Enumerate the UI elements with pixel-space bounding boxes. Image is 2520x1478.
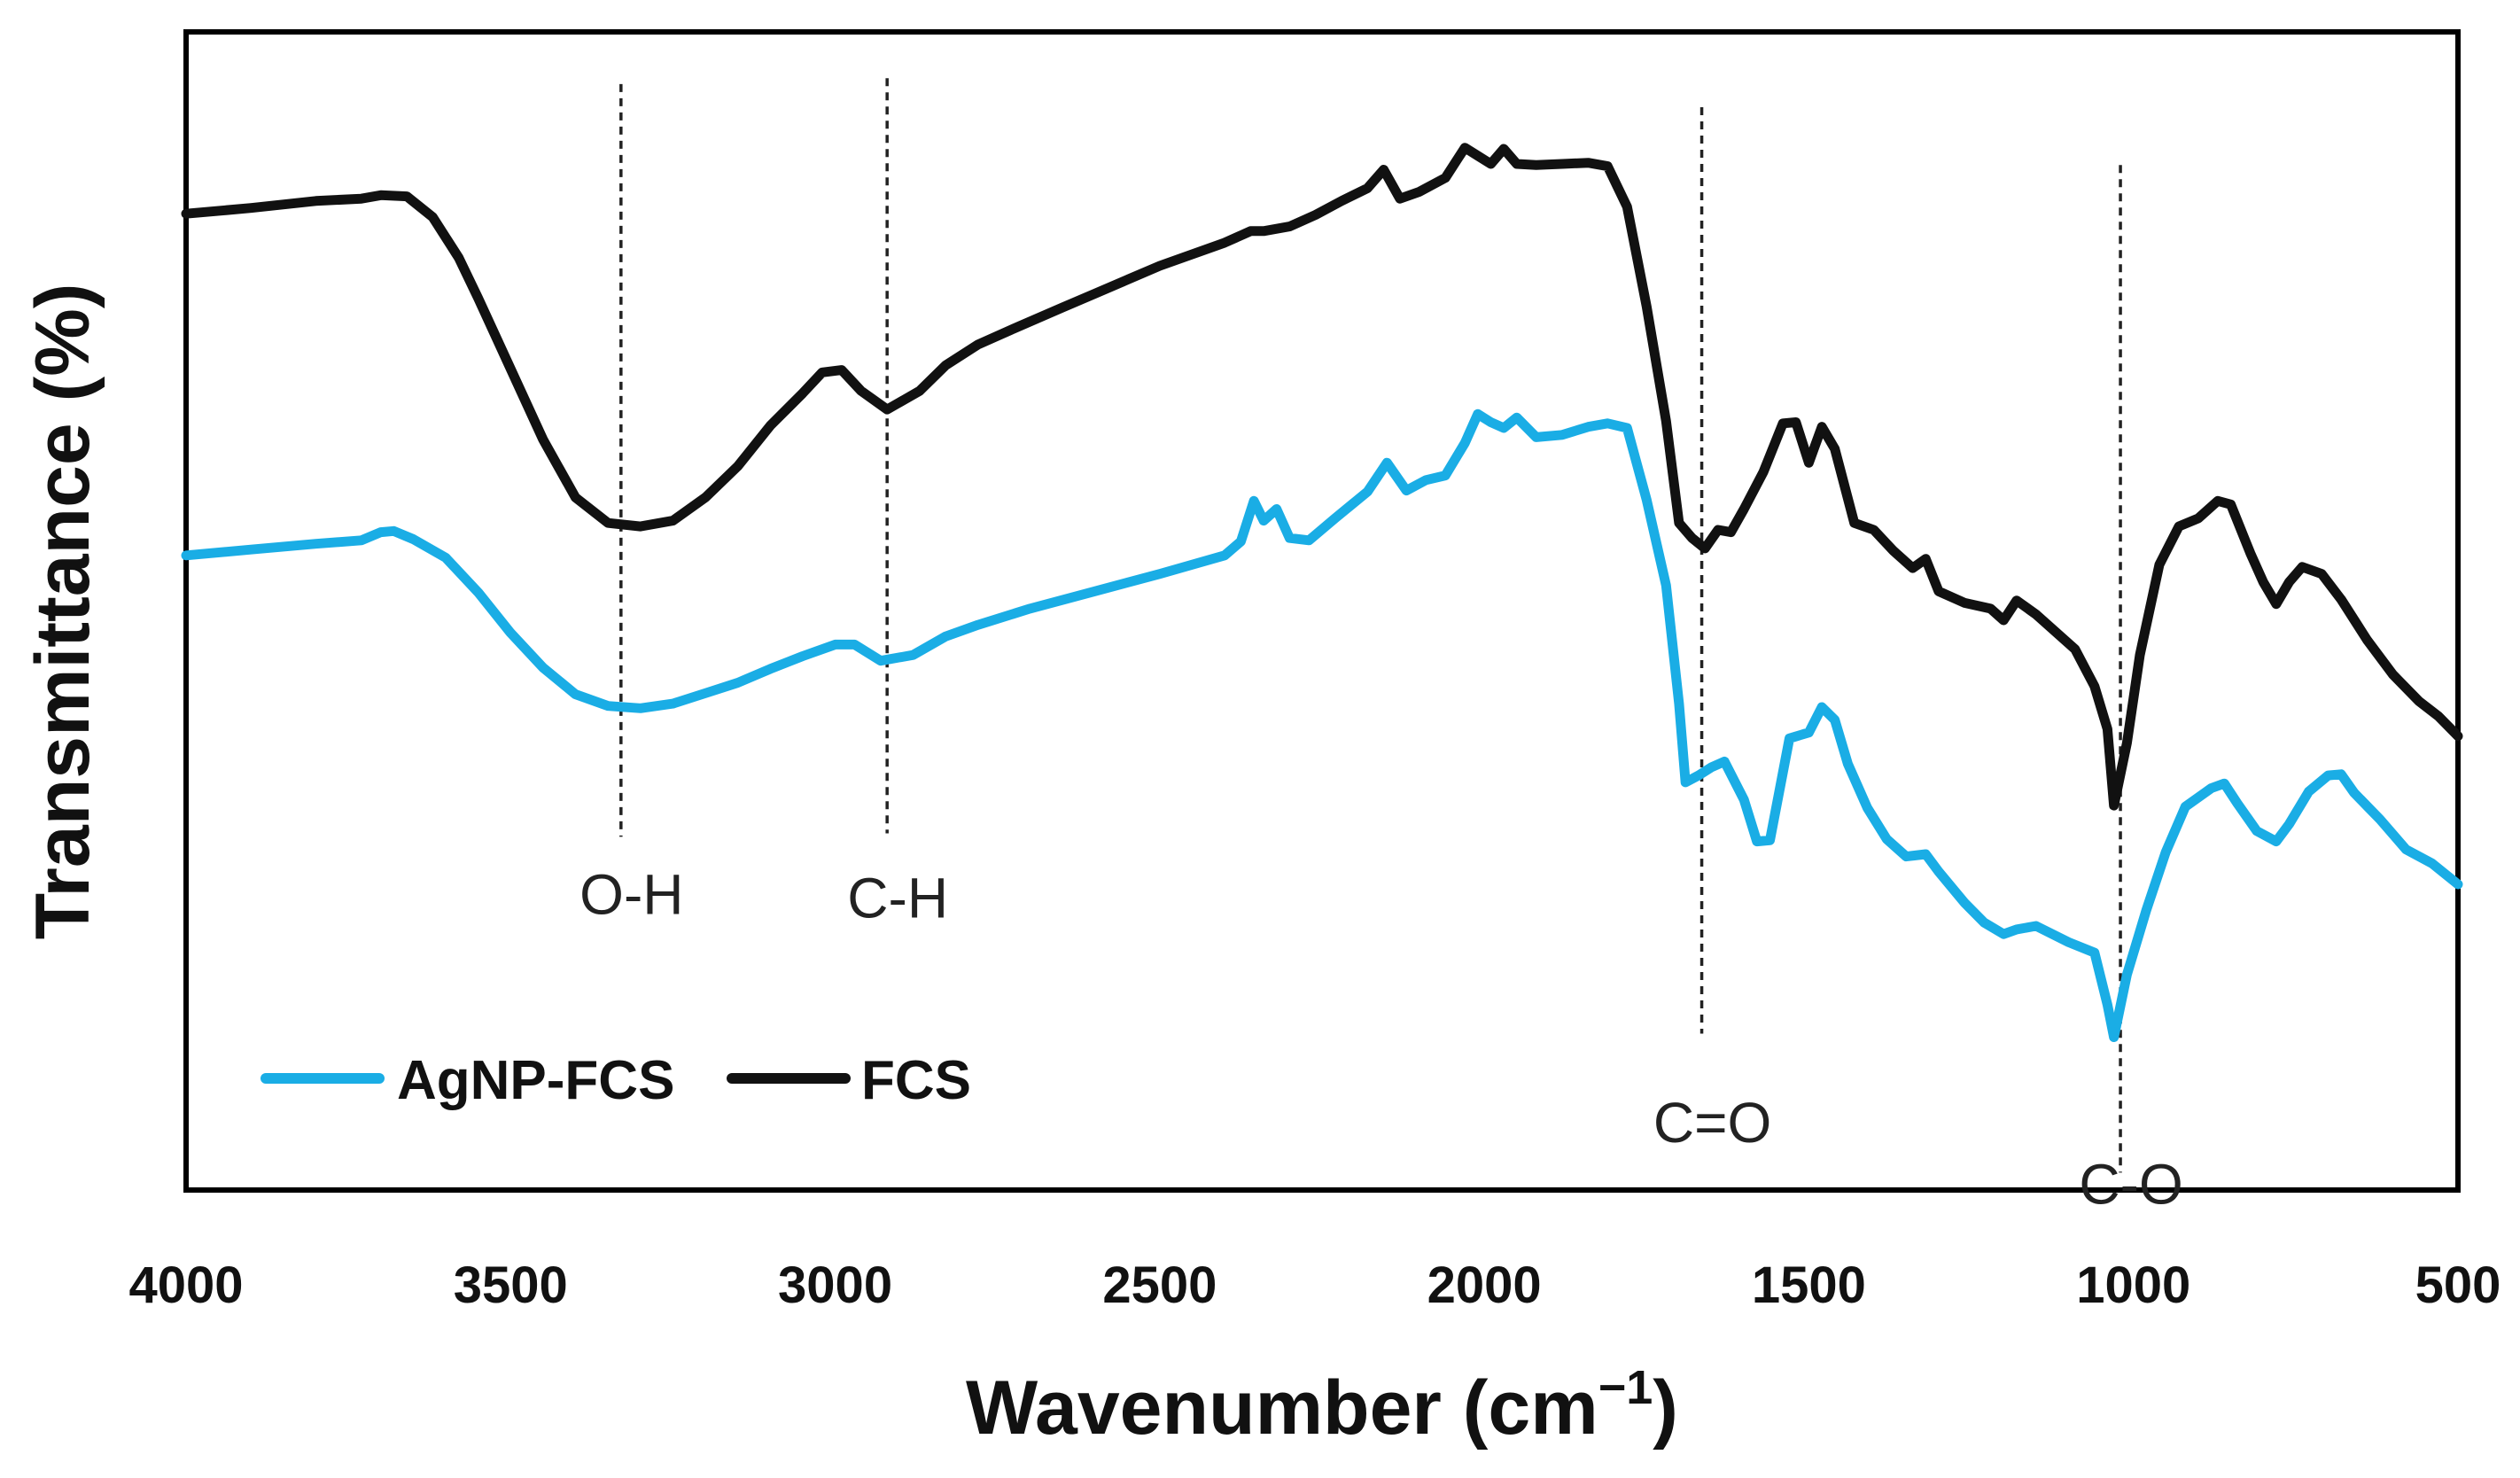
x-tick-label-3500: 3500 xyxy=(454,1256,568,1314)
peak-labels: O-H C-H C=O C-O xyxy=(579,863,2183,1217)
x-axis-title: Wavenumber (cm−1) xyxy=(966,1361,1678,1451)
x-tick-label-500: 500 xyxy=(2415,1256,2501,1314)
peak-label-c-o: C=O xyxy=(1653,1091,1771,1155)
x-tick-label-2500: 2500 xyxy=(1102,1256,1217,1314)
plot-frame xyxy=(183,29,2461,1193)
x-tick-label-1500: 1500 xyxy=(1752,1256,1866,1314)
peak-label-c-h: C-H xyxy=(847,867,948,930)
peak-label-c-o: C-O xyxy=(2079,1152,2182,1216)
peak-label-o-h: O-H xyxy=(579,863,683,927)
y-axis-title: Transmittance (%) xyxy=(20,284,105,940)
series-layer xyxy=(181,143,2463,1042)
series-line-fcs xyxy=(181,143,2463,811)
x-axis-title-superscript: −1 xyxy=(1598,1361,1653,1414)
x-tick-label-4000: 4000 xyxy=(128,1256,243,1314)
x-tick-label-2000: 2000 xyxy=(1427,1256,1542,1314)
legend: AgNP-FCS FCS xyxy=(261,1050,971,1111)
legend-label-agnp-fcs: AgNP-FCS xyxy=(397,1050,674,1111)
legend-label-fcs: FCS xyxy=(861,1050,971,1111)
x-tick-label-1000: 1000 xyxy=(2076,1256,2190,1314)
x-tick-labels: 4000 3500 3000 2500 2000 1500 1000 500 xyxy=(128,1256,2501,1314)
series-line-agnp-fcs xyxy=(181,408,2463,1042)
peak-markers xyxy=(619,78,2122,1173)
x-tick-label-3000: 3000 xyxy=(778,1256,892,1314)
